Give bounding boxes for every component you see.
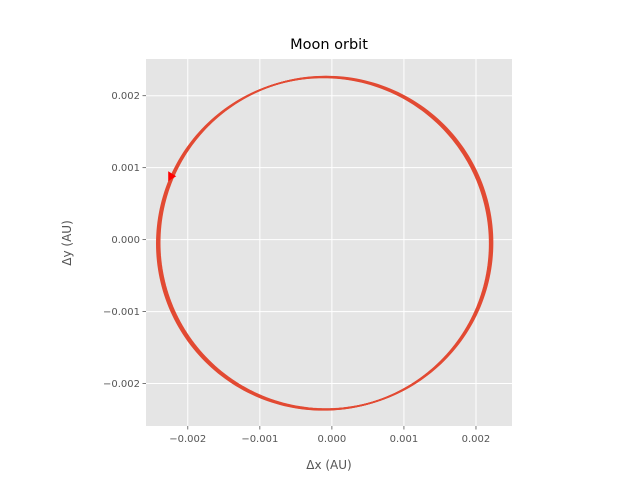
orbit-path (158, 75, 494, 410)
x-tick-label: −0.002 (169, 434, 206, 445)
moon-position-marker (168, 171, 177, 182)
position-marker-layer (168, 171, 177, 182)
y-tick-label: 0.000 (111, 235, 140, 246)
y-tick-label: −0.001 (103, 307, 140, 318)
plot-area (146, 59, 512, 426)
x-tick-label: 0.001 (390, 434, 419, 445)
y-tick-label: −0.002 (103, 379, 140, 390)
x-axis-label: Δx (AU) (306, 458, 351, 472)
chart-title: Moon orbit (290, 37, 368, 53)
x-axis-ticks: −0.002 −0.001 0.000 0.001 0.002 (169, 426, 490, 445)
y-tick-label: 0.001 (111, 163, 140, 174)
y-axis-label: Δy (AU) (60, 220, 74, 265)
y-axis-ticks: −0.002 −0.001 0.000 0.001 0.002 (103, 91, 146, 390)
x-tick-label: 0.002 (462, 434, 491, 445)
orbit-series (156, 75, 494, 411)
y-tick-label: 0.002 (111, 91, 140, 102)
x-tick-label: 0.000 (318, 434, 347, 445)
grid (146, 59, 512, 426)
x-tick-label: −0.001 (241, 434, 278, 445)
